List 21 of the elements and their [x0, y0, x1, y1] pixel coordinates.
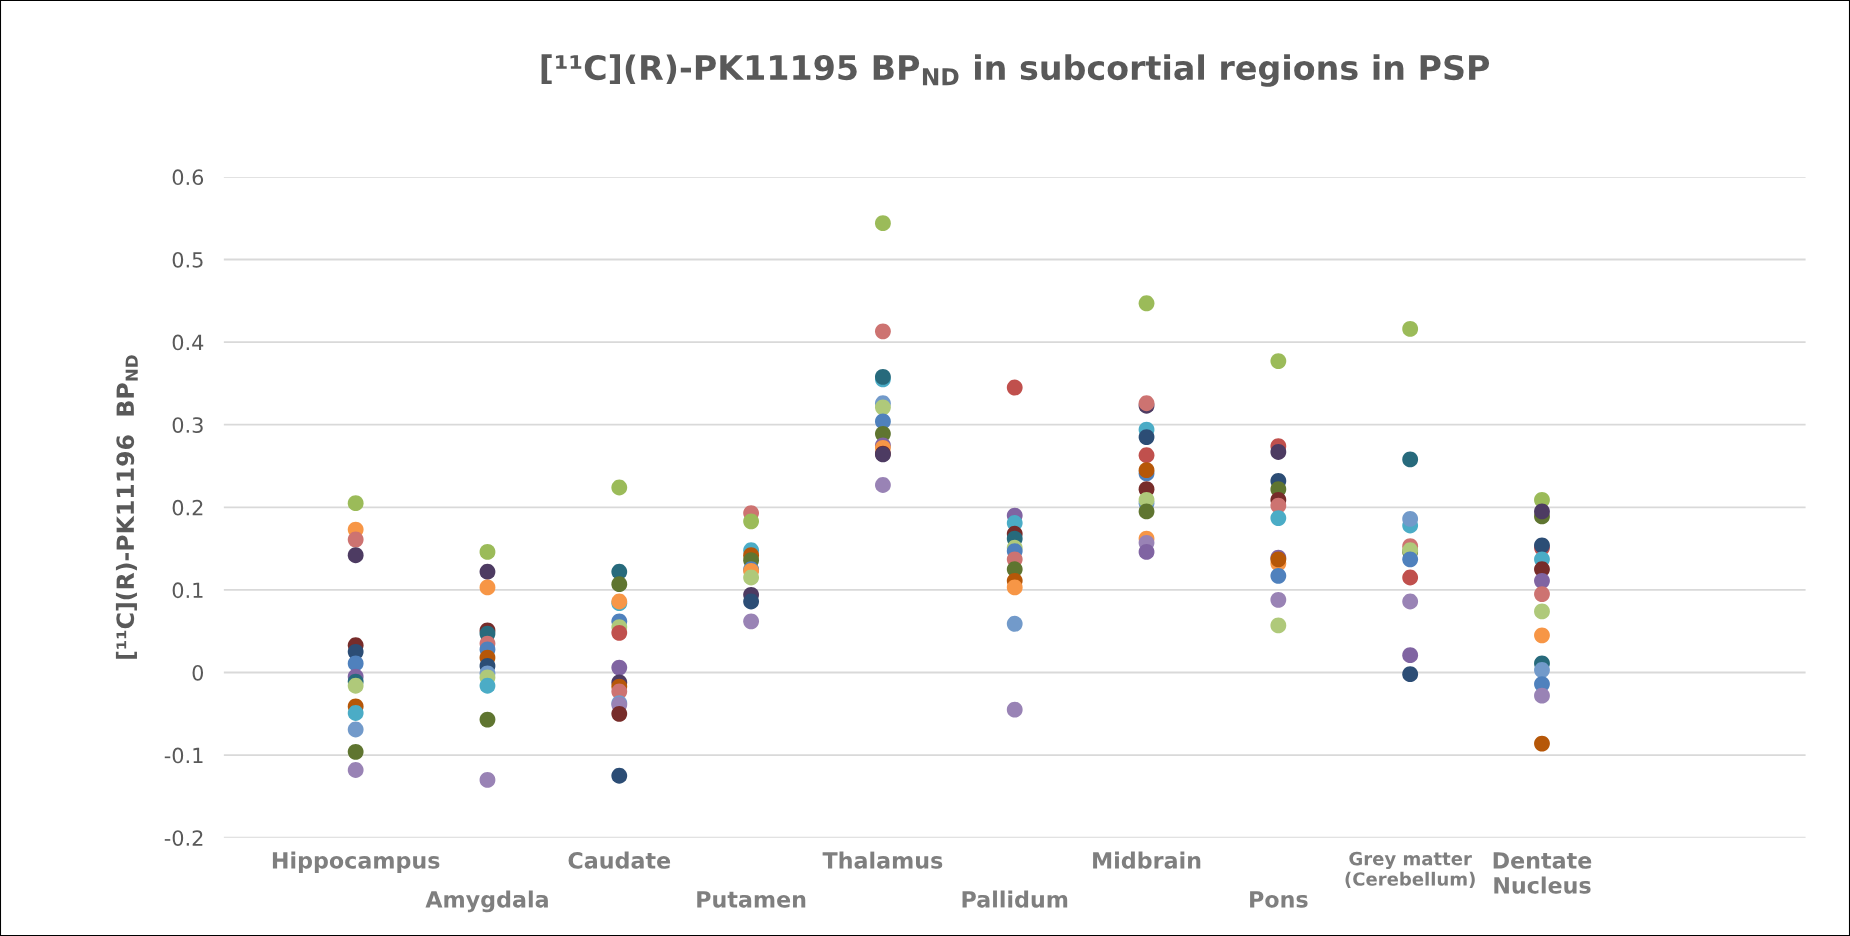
chart-title: [¹¹C](R)-PK11195 BP$_{ND}$ in subcortial regions in PSP: [541, 54, 1490, 87]
x-tick-label: Putamen: [697, 891, 806, 908]
y-tick-label: 0.5: [172, 251, 203, 268]
y-tick-label: 0.2: [172, 499, 203, 516]
x-tick-label: Midbrain: [1093, 851, 1201, 869]
y-tick-label: 0: [192, 664, 204, 681]
x-tick-label: Caudate: [568, 851, 671, 869]
x-tick-label: Amygdala: [425, 890, 548, 913]
x-tick-label: Dentate Nucleus: [1493, 852, 1592, 894]
y-tick-label: 0.6: [172, 169, 204, 186]
y-tick-label: 0.3: [172, 417, 203, 433]
y-tick-label: 0.1: [172, 582, 203, 599]
x-tick-label: Pallidum: [962, 890, 1068, 908]
y-tick-label: -0.1: [164, 747, 203, 764]
y-tick-label: 0.4: [172, 334, 204, 351]
y-tick-label: -0.2: [164, 830, 203, 846]
x-tick-label: Grey matter (Cerebellum): [1345, 851, 1475, 888]
x-tick-label: Hippocampus: [272, 851, 440, 874]
x-tick-label: Pons: [1250, 891, 1308, 908]
y-axis-title: [¹¹C](R)-PK11196 BP$_{ND}$: [115, 355, 138, 659]
x-tick-label: Thalamus: [822, 851, 943, 869]
